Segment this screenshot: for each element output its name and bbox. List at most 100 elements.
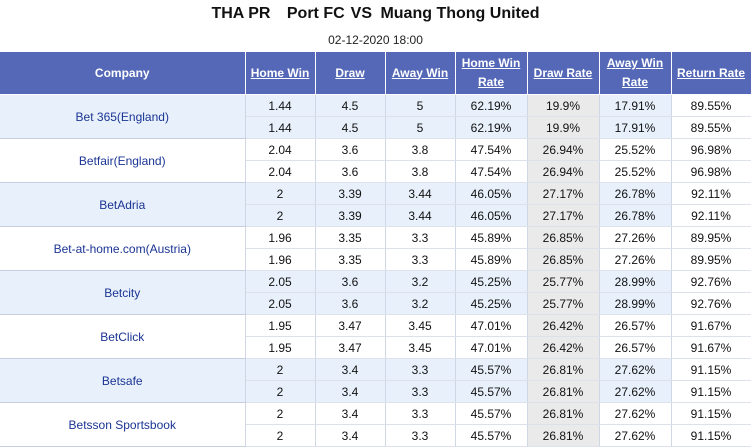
cell-home-win-rate: 45.89% (455, 226, 528, 249)
cell-return-rate: 92.11% (671, 204, 751, 227)
table-row: 1.44 4.5 5 62.19% 19.9% 17.91% 89.55% (0, 116, 751, 139)
company-name[interactable]: Betcity (0, 270, 246, 315)
cell-return-rate: 89.55% (671, 116, 751, 139)
cell-home-win: 2.05 (245, 292, 316, 315)
table-row: 1.95 3.47 3.45 47.01% 26.42% 26.57% 91.67% (0, 336, 751, 359)
company-name[interactable]: BetClick (0, 314, 246, 359)
cell-home-win-rate: 47.01% (455, 336, 528, 359)
cell-away-win-rate: 28.99% (599, 270, 672, 293)
company-name[interactable]: Bet-at-home.com(Austria) (0, 226, 246, 271)
table-row: Betcity 2.05 3.6 3.2 45.25% 25.77% 28.99% 92.76… (0, 270, 751, 315)
cell-away-win-rate: 26.57% (599, 314, 672, 337)
cell-return-rate: 91.15% (671, 402, 751, 425)
away-team: Muang Thong United (380, 5, 540, 22)
cell-home-win: 2 (245, 204, 316, 227)
company-name[interactable]: Bet 365(England) (0, 94, 246, 139)
odds-table: Company Home Win Draw Away Win Home Win … (0, 52, 751, 447)
table-row: BetClick 1.95 3.47 3.45 47.01% 26.42% 26.57% 91… (0, 314, 751, 359)
cell-away-win-rate: 26.78% (599, 182, 672, 205)
column-header-draw[interactable]: Draw (315, 52, 386, 95)
cell-away-win-rate: 25.52% (599, 160, 672, 183)
cell-away-win: 3.8 (385, 160, 456, 183)
column-header-home-win[interactable]: Home Win (245, 52, 316, 95)
cell-away-win-rate: 17.91% (599, 116, 672, 139)
cell-away-win: 3.3 (385, 380, 456, 403)
cell-draw-rate: 26.81% (527, 358, 600, 381)
cell-draw-rate: 27.17% (527, 204, 600, 227)
cell-draw-rate: 26.85% (527, 226, 600, 249)
cell-draw-rate: 26.81% (527, 380, 600, 403)
table-row: 2.04 3.6 3.8 47.54% 26.94% 25.52% 96.98% (0, 160, 751, 183)
cell-draw: 3.39 (315, 204, 386, 227)
table-row: 2 3.39 3.44 46.05% 27.17% 26.78% 92.11% (0, 204, 751, 227)
cell-draw-rate: 27.17% (527, 182, 600, 205)
cell-home-win: 1.44 (245, 94, 316, 117)
cell-draw-rate: 26.94% (527, 138, 600, 161)
cell-home-win-rate: 46.05% (455, 204, 528, 227)
cell-draw: 3.35 (315, 226, 386, 249)
cell-home-win: 2 (245, 424, 316, 447)
cell-away-win: 3.3 (385, 402, 456, 425)
match-date: 02-12-2020 18:00 (328, 33, 423, 47)
cell-away-win: 3.3 (385, 424, 456, 447)
cell-draw-rate: 25.77% (527, 292, 600, 315)
cell-away-win-rate: 27.26% (599, 248, 672, 271)
cell-home-win: 1.96 (245, 248, 316, 271)
column-header-home-win-rate[interactable]: Home Win Rate (455, 52, 528, 95)
cell-home-win: 1.95 (245, 314, 316, 337)
cell-draw-rate: 26.42% (527, 314, 600, 337)
company-name[interactable]: Betfair(England) (0, 138, 246, 183)
cell-home-win: 2.04 (245, 160, 316, 183)
cell-away-win: 3.45 (385, 336, 456, 359)
cell-return-rate: 96.98% (671, 138, 751, 161)
cell-draw-rate: 19.9% (527, 94, 600, 117)
cell-home-win-rate: 45.57% (455, 358, 528, 381)
cell-away-win-rate: 17.91% (599, 94, 672, 117)
company-name[interactable]: BetAdria (0, 182, 246, 227)
cell-draw: 4.5 (315, 116, 386, 139)
cell-return-rate: 89.95% (671, 248, 751, 271)
cell-draw-rate: 26.81% (527, 424, 600, 447)
cell-draw: 3.39 (315, 182, 386, 205)
cell-home-win: 2 (245, 380, 316, 403)
cell-home-win: 1.95 (245, 336, 316, 359)
table-row: 2 3.4 3.3 45.57% 26.81% 27.62% 91.15% (0, 380, 751, 403)
cell-away-win: 3.44 (385, 204, 456, 227)
cell-away-win: 3.45 (385, 314, 456, 337)
home-team: Port FC (286, 5, 345, 22)
cell-away-win: 3.3 (385, 248, 456, 271)
cell-draw: 3.35 (315, 248, 386, 271)
cell-return-rate: 96.98% (671, 160, 751, 183)
cell-draw-rate: 19.9% (527, 116, 600, 139)
cell-return-rate: 89.55% (671, 94, 751, 117)
table-row: Betsafe 2 3.4 3.3 45.57% 26.81% 27.62% 91.15% (0, 358, 751, 403)
column-header-away-win[interactable]: Away Win (385, 52, 456, 95)
company-name[interactable]: Betsafe (0, 358, 246, 403)
column-header-draw-rate[interactable]: Draw Rate (527, 52, 600, 95)
cell-draw: 3.6 (315, 270, 386, 293)
table-row: 2.05 3.6 3.2 45.25% 25.77% 28.99% 92.76% (0, 292, 751, 315)
cell-home-win-rate: 47.01% (455, 314, 528, 337)
cell-away-win-rate: 26.78% (599, 204, 672, 227)
cell-away-win: 3.2 (385, 270, 456, 293)
table-row: Bet 365(England) 1.44 4.5 5 62.19% 19.9% 17.91… (0, 94, 751, 139)
table-header-row: Company Home Win Draw Away Win Home Win … (0, 52, 751, 95)
column-header-return-rate[interactable]: Return Rate (671, 52, 751, 95)
table-row: Betsson Sportsbook 2 3.4 3.3 45.57% 26.81% 27.… (0, 402, 751, 447)
cell-draw: 3.4 (315, 380, 386, 403)
league-name: THA PR (211, 5, 271, 22)
cell-draw-rate: 26.42% (527, 336, 600, 359)
cell-return-rate: 89.95% (671, 226, 751, 249)
cell-return-rate: 91.67% (671, 336, 751, 359)
company-name[interactable]: Betsson Sportsbook (0, 402, 246, 447)
cell-draw-rate: 25.77% (527, 270, 600, 293)
cell-home-win-rate: 47.54% (455, 138, 528, 161)
cell-home-win: 1.96 (245, 226, 316, 249)
match-header: THA PR Port FC VS Muang Thong United 02-1… (0, 0, 751, 52)
cell-home-win: 1.44 (245, 116, 316, 139)
table-row: BetAdria 2 3.39 3.44 46.05% 27.17% 26.78% 92.11… (0, 182, 751, 227)
cell-draw: 4.5 (315, 94, 386, 117)
cell-home-win: 2.05 (245, 270, 316, 293)
table-row: 1.96 3.35 3.3 45.89% 26.85% 27.26% 89.95% (0, 248, 751, 271)
column-header-away-win-rate[interactable]: Away Win Rate (599, 52, 672, 95)
